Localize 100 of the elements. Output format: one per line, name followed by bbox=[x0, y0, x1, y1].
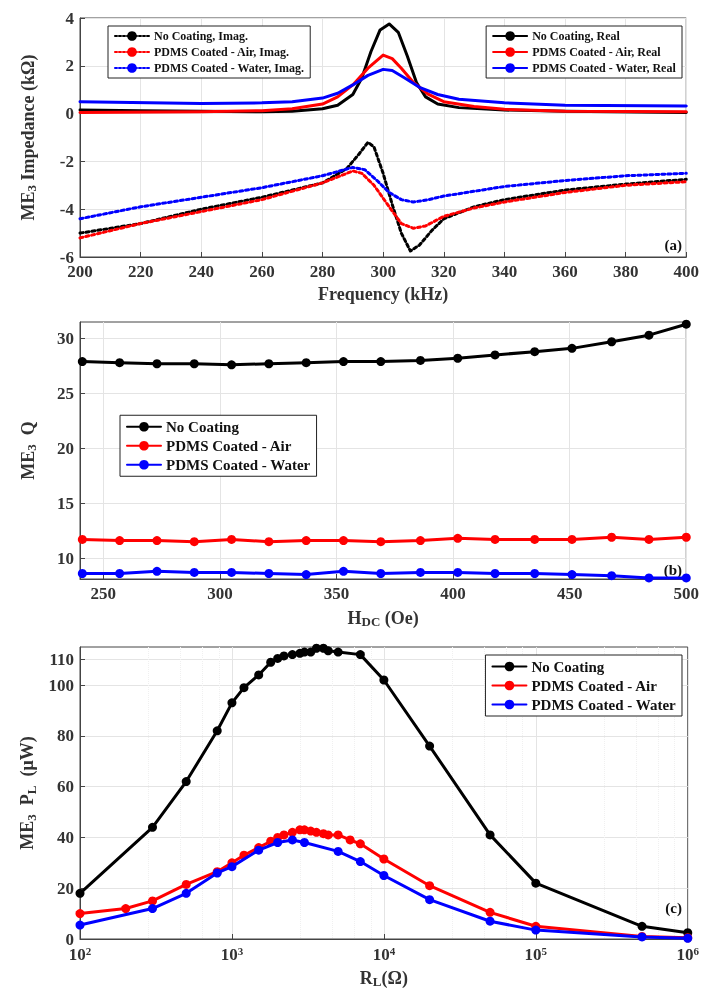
point bbox=[681, 532, 691, 542]
point bbox=[453, 533, 463, 543]
y-tick-label: 80 bbox=[57, 726, 74, 746]
y-tick-label: 15 bbox=[57, 493, 74, 513]
line-series bbox=[78, 140, 688, 253]
point bbox=[490, 350, 500, 360]
y-tick-label: 110 bbox=[49, 650, 74, 670]
point bbox=[530, 534, 540, 544]
y-tick-label: 4 bbox=[65, 8, 75, 28]
point bbox=[338, 357, 348, 367]
point bbox=[453, 567, 463, 577]
x-tick-label: 300 bbox=[370, 262, 396, 281]
x-tick-label: 340 bbox=[491, 262, 518, 281]
point bbox=[607, 532, 617, 542]
y-tick-label: -2 bbox=[59, 151, 74, 171]
point bbox=[189, 567, 199, 577]
x-tick-label: 500 bbox=[673, 584, 699, 603]
point bbox=[115, 536, 125, 546]
y-tick-label: 30 bbox=[57, 328, 74, 348]
x-tick-label: 400 bbox=[440, 584, 466, 603]
point bbox=[227, 534, 237, 544]
y-tick-label: 25 bbox=[57, 383, 74, 403]
point bbox=[490, 569, 500, 579]
point bbox=[189, 359, 199, 369]
point bbox=[415, 536, 425, 546]
x-tick-label: 280 bbox=[309, 262, 336, 281]
point bbox=[376, 357, 386, 367]
point bbox=[301, 536, 311, 546]
point bbox=[115, 569, 125, 579]
legend-label: PDMS Coated - Air, Imag. bbox=[154, 45, 289, 59]
point bbox=[338, 536, 348, 546]
point bbox=[115, 358, 125, 368]
point bbox=[77, 357, 87, 367]
point bbox=[152, 536, 162, 546]
point bbox=[530, 347, 540, 357]
y-axis-title: ME3 PL (μW) bbox=[17, 736, 39, 850]
point bbox=[338, 566, 348, 576]
y-tick-label: -4 bbox=[59, 199, 75, 219]
point bbox=[189, 537, 199, 547]
x-tick-label: 250 bbox=[90, 584, 117, 603]
y-tick-label: 20 bbox=[57, 878, 74, 898]
x-axis-title: Frequency (kHz) bbox=[318, 284, 449, 305]
y-tick-label: 60 bbox=[57, 777, 74, 797]
point bbox=[567, 534, 577, 544]
point bbox=[264, 569, 274, 579]
legend-label: PDMS Coated - Air bbox=[531, 677, 658, 694]
legend-label: No Coating, Imag. bbox=[154, 29, 249, 43]
y-tick-label: 40 bbox=[57, 827, 74, 847]
legend-label: No Coating bbox=[166, 418, 240, 435]
legend-label: No Coating bbox=[531, 658, 605, 675]
legend-label: PDMS Coated - Water, Imag. bbox=[154, 61, 304, 75]
point bbox=[681, 319, 691, 329]
annotation: (a) bbox=[664, 236, 683, 254]
point bbox=[227, 360, 237, 370]
point bbox=[567, 343, 577, 353]
x-tick-label: 380 bbox=[612, 262, 639, 281]
y-axis-title: ME3 Q bbox=[17, 421, 39, 480]
point bbox=[644, 534, 654, 544]
line-series bbox=[78, 165, 688, 221]
y-tick-label: 20 bbox=[57, 438, 74, 458]
point bbox=[607, 571, 617, 581]
y-axis-title: ME3 Impedance (kΩ) bbox=[17, 54, 39, 221]
point bbox=[644, 573, 654, 583]
x-tick-label: 240 bbox=[188, 262, 214, 281]
annotation: (b) bbox=[663, 561, 683, 579]
point bbox=[301, 358, 311, 368]
legend-label: PDMS Coated - Water bbox=[531, 696, 677, 713]
point bbox=[453, 353, 463, 363]
x-tick-label: 320 bbox=[431, 262, 457, 281]
point bbox=[77, 534, 87, 544]
line-series bbox=[78, 169, 688, 240]
y-tick-label: 0 bbox=[65, 929, 74, 949]
point bbox=[530, 569, 540, 579]
point bbox=[567, 570, 577, 580]
x-tick-label: 360 bbox=[552, 262, 578, 281]
point bbox=[415, 355, 425, 365]
point bbox=[152, 359, 162, 369]
legend-label: No Coating, Real bbox=[532, 29, 621, 43]
point bbox=[152, 566, 162, 576]
point bbox=[644, 330, 654, 340]
point bbox=[264, 537, 274, 547]
point bbox=[77, 569, 87, 579]
point bbox=[301, 570, 311, 580]
legend-label: PDMS Coated - Air, Real bbox=[532, 45, 662, 59]
point bbox=[415, 567, 425, 577]
point bbox=[376, 569, 386, 579]
y-tick-label: 10 bbox=[57, 548, 74, 568]
x-tick-label: 350 bbox=[323, 584, 350, 603]
legend-label: PDMS Coated - Air bbox=[166, 437, 292, 454]
x-tick-label: 220 bbox=[127, 262, 154, 281]
legend-label: PDMS Coated - Water, Real bbox=[532, 61, 677, 75]
x-tick-label: 450 bbox=[556, 584, 583, 603]
point bbox=[607, 337, 617, 347]
y-tick-label: 0 bbox=[65, 104, 74, 124]
x-tick-label: 300 bbox=[207, 584, 233, 603]
y-tick-label: 2 bbox=[65, 56, 74, 76]
x-tick-label: 260 bbox=[249, 262, 275, 281]
point bbox=[490, 534, 500, 544]
point bbox=[376, 537, 386, 547]
y-tick-label: 100 bbox=[48, 675, 74, 695]
